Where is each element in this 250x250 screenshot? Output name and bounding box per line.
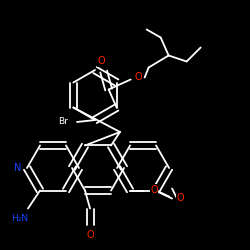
Text: N: N bbox=[14, 163, 22, 173]
Text: O: O bbox=[176, 192, 184, 202]
Text: H₂N: H₂N bbox=[12, 214, 28, 223]
Text: O: O bbox=[98, 56, 106, 66]
Text: O: O bbox=[135, 72, 142, 82]
Text: Br: Br bbox=[58, 116, 68, 126]
Text: O: O bbox=[86, 230, 94, 239]
Text: O: O bbox=[150, 184, 158, 194]
